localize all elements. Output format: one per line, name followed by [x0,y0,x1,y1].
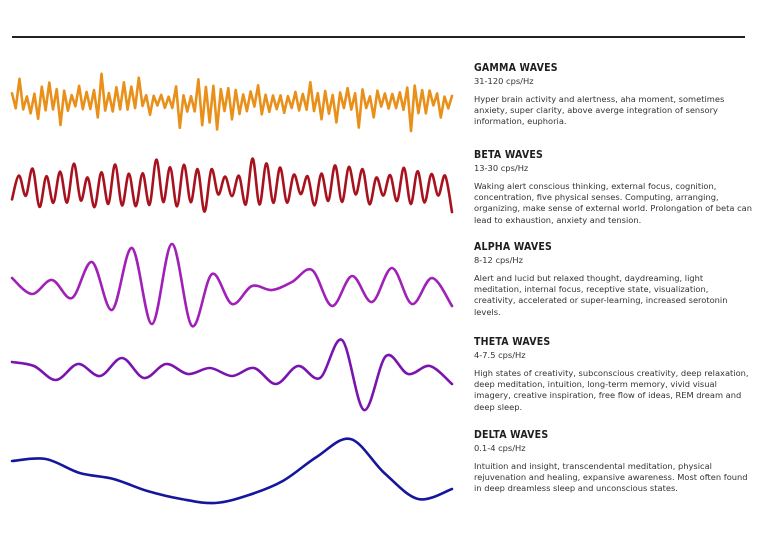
gamma-frequency: 31-120 cps/Hz [474,76,534,86]
delta-wave-line [10,437,454,505]
delta-info: DELTA WAVES 0.1-4 cps/Hz Intuition and i… [474,429,752,495]
gamma-description: Hyper brain activity and alertness, aha … [474,94,725,127]
beta-frequency: 13-30 cps/Hz [474,163,529,173]
gamma-info: GAMMA WAVES 31-120 cps/Hz Hyper brain ac… [474,62,752,128]
theta-frequency: 4-7.5 cps/Hz [474,350,526,360]
alpha-wave-line [10,242,454,328]
beta-description: Waking alert conscious thinking, externa… [474,181,752,225]
delta-description: Intuition and insight, transcendental me… [474,461,748,494]
gamma-title: GAMMA WAVES [474,62,558,74]
beta-title: BETA WAVES [474,149,544,161]
wave-illustrations [10,72,454,505]
alpha-frequency: 8-12 cps/Hz [474,255,524,265]
beta-info: BETA WAVES 13-30 cps/Hz Waking alert con… [474,149,752,226]
theta-wave-line [10,338,454,412]
theta-description: High states of creativity, subconscious … [474,368,749,412]
gamma-wave-line [10,72,454,133]
theta-info: THETA WAVES 4-7.5 cps/Hz High states of … [474,336,752,413]
alpha-info: ALPHA WAVES 8-12 cps/Hz Alert and lucid … [474,241,752,318]
delta-frequency: 0.1-4 cps/Hz [474,443,526,453]
beta-wave-line [10,157,454,214]
delta-title: DELTA WAVES [474,429,549,441]
theta-title: THETA WAVES [474,336,551,348]
alpha-title: ALPHA WAVES [474,241,553,253]
top-divider [12,36,745,38]
alpha-description: Alert and lucid but relaxed thought, day… [474,273,728,317]
